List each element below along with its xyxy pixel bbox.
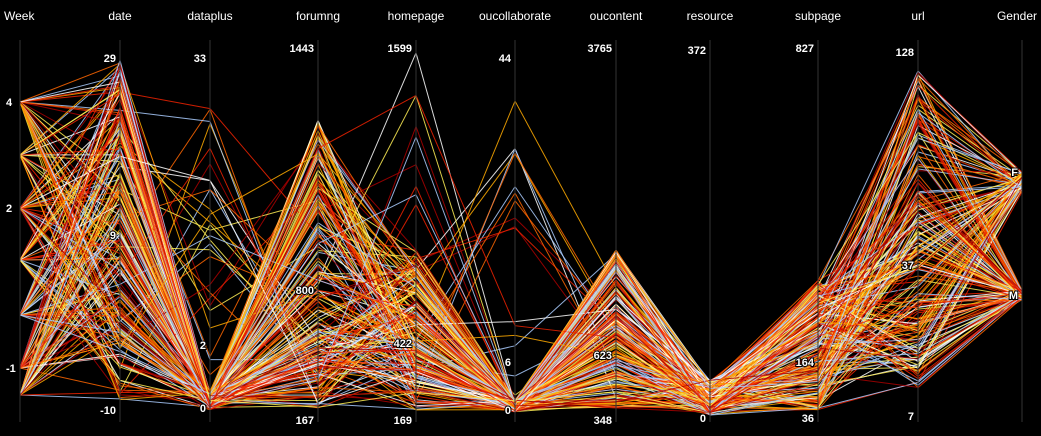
axis-title-homepage: homepage [388, 9, 445, 23]
tick-label: 128 [896, 47, 914, 59]
axis-title-oucontent: oucontent [590, 9, 643, 23]
tick-label: -1 [6, 363, 16, 375]
tick-label: 800 [296, 285, 314, 297]
tick-label: 0 [200, 403, 206, 415]
axis-title-dataplus: dataplus [187, 9, 232, 23]
axis-title-subpage: subpage [795, 9, 841, 23]
axis-title-date: date [108, 9, 132, 23]
tick-label: 372 [688, 45, 706, 57]
tick-label: 6 [505, 357, 511, 369]
tick-label: 623 [594, 350, 612, 362]
series-lines [19, 51, 1023, 416]
tick-label: 0 [505, 405, 511, 417]
tick-label: 33 [194, 53, 206, 65]
tick-label: 7 [908, 411, 914, 423]
tick-label: 169 [394, 415, 412, 427]
axis-title-url: url [911, 9, 924, 23]
axis-title-oucollaborate: oucollaborate [479, 9, 551, 23]
tick-label: 1443 [290, 43, 314, 55]
tick-label: 422 [394, 338, 412, 350]
axis-title-resource: resource [687, 9, 734, 23]
tick-label: 9 [110, 230, 116, 242]
tick-label: 827 [796, 43, 814, 55]
tick-label: 2 [6, 203, 12, 215]
tick-label: 37 [902, 260, 914, 272]
tick-label: 2 [200, 340, 206, 352]
tick-label: 3765 [588, 43, 612, 55]
axis-title-forumng: forumng [296, 9, 340, 23]
tick-label: M [1009, 290, 1018, 302]
axes: Week 4 2 -1 date 29 9 -10 dataplus 33 2 0 forumng 144… [4, 9, 1037, 428]
tick-label: 1599 [388, 43, 412, 55]
tick-label: 348 [594, 415, 612, 427]
tick-label: -10 [100, 405, 116, 417]
axis-title-week: Week [4, 9, 35, 23]
tick-label: 0 [700, 413, 706, 425]
tick-label: 29 [104, 53, 116, 65]
tick-label: 36 [802, 413, 814, 425]
tick-label: F [1011, 167, 1018, 179]
axis-title-gender: Gender [997, 9, 1037, 23]
tick-label: 164 [796, 357, 815, 369]
tick-label: 167 [296, 415, 314, 427]
tick-label: 44 [499, 53, 512, 65]
tick-label: 4 [6, 97, 13, 109]
